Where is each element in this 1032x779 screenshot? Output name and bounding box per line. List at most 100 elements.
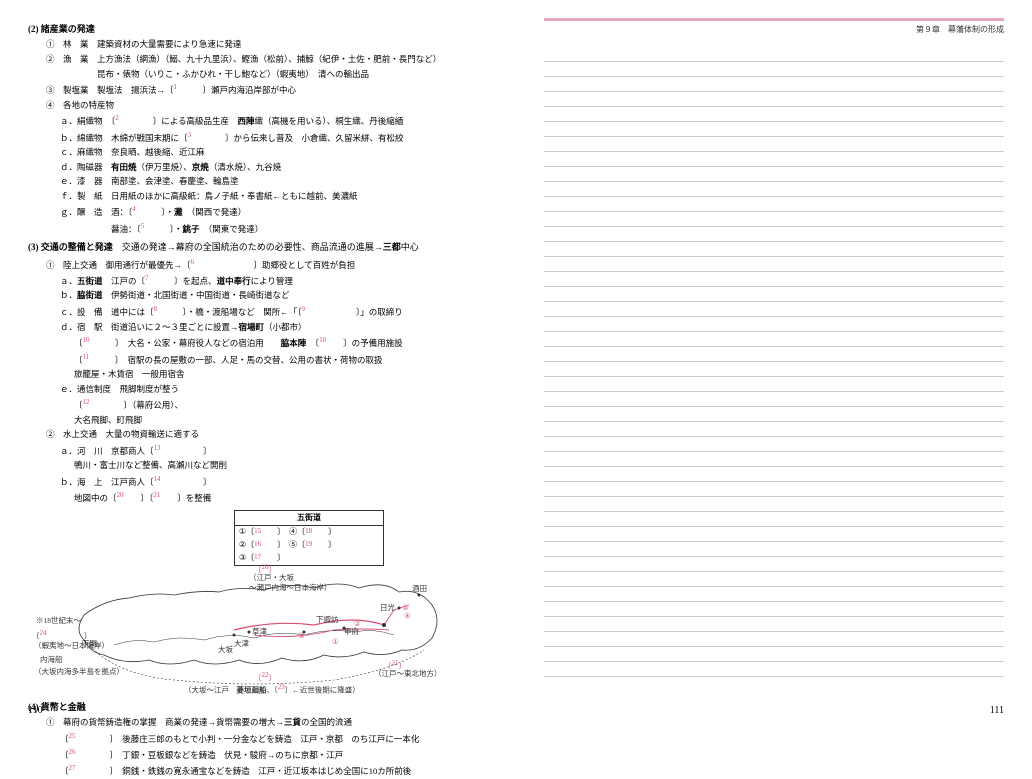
side-text: （蝦夷地～日本海岸）	[34, 640, 109, 652]
table-row: ①〔15 〕 ④〔18 〕	[235, 526, 383, 539]
note-line	[544, 332, 1004, 347]
note-line	[544, 617, 1004, 632]
content: (2) 諸産業の発達 ① 林 業 建築資材の大量需要により急速に発達 ② 漁 業…	[28, 22, 488, 779]
japan-map: 五街道 ①〔15 〕 ④〔18 〕 ②〔16 〕 ⑤〔19 〕 ③〔17 〕 〔…	[54, 510, 488, 696]
side-text: 内海船	[40, 654, 63, 666]
note-line	[544, 407, 1004, 422]
section-2-title: (2) 諸産業の発達	[28, 22, 488, 36]
line: ｃ．設 備 道中には〔8 〕・橋・渡船場など 関所←「〔9 〕」の取締り	[60, 304, 488, 319]
header-bar	[544, 18, 1004, 21]
note-line	[544, 362, 1004, 377]
map-label: 〜瀬戸内海〜日本海岸）	[249, 582, 332, 594]
note-line	[544, 512, 1004, 527]
note-line	[544, 62, 1004, 77]
line: ③ 製塩業 製塩法 揚浜法→〔1 〕瀬戸内海沿岸部が中心	[46, 82, 488, 97]
line: ② 漁 業 上方漁法（網漁）（鰯、九十九里浜）、鰹漁（松前）、捕鯨（紀伊・土佐・…	[46, 53, 488, 67]
line: ｃ．麻織物 奈良晒、越後縮、近江麻	[60, 146, 488, 160]
line: ｇ．醸 造 酒：〔4 〕・灘 （関西で発達）	[60, 204, 488, 219]
line: ｂ．綿織物 木綿が戦国末期に〔3 〕から伝来し普及 小倉織、久留米絣、有松絞	[60, 130, 488, 145]
line: ｂ．海 上 江戸商人〔14 〕	[60, 474, 488, 489]
note-line	[544, 122, 1004, 137]
map-label: （江戸〜東北地方）	[374, 668, 442, 680]
note-line	[544, 392, 1004, 407]
note-line	[544, 107, 1004, 122]
section-4-title: (4) 貨幣と金融	[28, 700, 488, 714]
note-line	[544, 377, 1004, 392]
line: 〔10 〕 大名・公家・幕府役人などの宿泊用 脇本陣 〔10 〕の予備用施設	[74, 335, 488, 350]
page-right: 第９章 幕藩体制の形成	[516, 0, 1032, 729]
note-line	[544, 137, 1004, 152]
line: ａ．五街道 江戸の〔7 〕を起点、道中奉行により管理	[60, 273, 488, 288]
map-label: 草津	[252, 626, 267, 638]
line: ④ 各地の特産物	[46, 99, 488, 113]
map-label: 下諏訪	[316, 614, 339, 626]
note-line	[544, 497, 1004, 512]
note-line	[544, 602, 1004, 617]
note-line	[544, 272, 1004, 287]
note-line	[544, 242, 1004, 257]
line: 昆布・俵物（いりこ・ふかひれ・干し鮑など）（蝦夷地） 清への輸出品	[46, 68, 488, 82]
note-line	[544, 77, 1004, 92]
note-line	[544, 182, 1004, 197]
note-line	[544, 167, 1004, 182]
map-label: （大坂〜江戸 菱垣廻船、〔23〕←近世後期に隆盛）	[184, 682, 360, 697]
note-line	[544, 587, 1004, 602]
line: ｄ．宿 駅 街道沿いに２～３里ごとに設置→宿場町（小都市）	[60, 321, 488, 335]
note-line	[544, 467, 1004, 482]
note-line	[544, 647, 1004, 662]
note-line	[544, 227, 1004, 242]
line: ａ．絹織物 〔2 〕による高級品生産 西陣織（高機を用いる）、桐生織、丹後縮緬	[60, 113, 488, 128]
line: ｅ．漆 器 南部塗、会津塗、春慶塗、輪島塗	[60, 175, 488, 189]
line: ① 陸上交通 御用通行が最優先→〔6 〕助郷役として百姓が負担	[46, 257, 488, 272]
map-label: 大津	[234, 638, 249, 650]
note-line	[544, 527, 1004, 542]
map-label: 大坂	[218, 644, 233, 656]
line: ① 幕府の貨幣鋳造権の掌握 商業の発達→貨幣需要の増大→三貨の全国的流通	[46, 716, 488, 730]
note-lines	[544, 47, 1004, 677]
line: 〔25 〕 後藤庄三郎のもとで小判・一分金などを鋳造 江戸・京都 のち江戸に一本…	[60, 731, 488, 746]
note-line	[544, 542, 1004, 557]
line: ａ．河 川 京都商人〔13 〕	[60, 443, 488, 458]
note-line	[544, 437, 1004, 452]
note-line	[544, 482, 1004, 497]
map-label: ③	[298, 630, 305, 642]
line: ｅ．通信制度 飛脚制度が整う	[60, 383, 488, 397]
note-line	[544, 257, 1004, 272]
line: 〔11 〕 宿駅の長の屋敷の一部、人足・馬の交替、公用の書状・荷物の取扱	[74, 352, 488, 367]
line: 地図中の〔20 〕〔21 〕を整備	[74, 490, 488, 505]
note-line	[544, 317, 1004, 332]
note-line	[544, 662, 1004, 677]
table-header: 五街道	[235, 511, 383, 527]
note-line	[544, 422, 1004, 437]
side-text: ※18世紀末～	[36, 615, 146, 627]
note-line	[544, 557, 1004, 572]
page-left: (2) 諸産業の発達 ① 林 業 建築資材の大量需要により急速に発達 ② 漁 業…	[0, 0, 516, 729]
note-line	[544, 152, 1004, 167]
table-row: ②〔16 〕 ⑤〔19 〕	[235, 539, 383, 552]
section-3-title: (3) 交通の整備と発達 交通の発達→幕府の全国統治のための必要性、商品流通の進…	[28, 240, 488, 254]
line: ① 林 業 建築資材の大量需要により急速に発達	[46, 38, 488, 52]
line: ｂ．脇街道 伊勢街道・北国街道・中国街道・長崎街道など	[60, 289, 488, 303]
note-line	[544, 92, 1004, 107]
page-number-left: 110	[28, 703, 43, 719]
line: ｄ．陶磁器 有田焼（伊万里焼）、京焼（清水焼）、九谷焼	[60, 161, 488, 175]
note-line	[544, 212, 1004, 227]
map-label: 日光	[380, 602, 395, 614]
line: 〔26 〕 丁銀・豆板銀などを鋳造 伏見・駿府→のちに京都・江戸	[60, 747, 488, 762]
line: 旅籠屋・木賃宿 一般用宿舎	[74, 368, 488, 382]
note-line	[544, 47, 1004, 62]
page-number-right: 111	[990, 703, 1004, 719]
map-label: 甲府	[344, 626, 359, 638]
note-line	[544, 452, 1004, 467]
gokaido-table: 五街道 ①〔15 〕 ④〔18 〕 ②〔16 〕 ⑤〔19 〕 ③〔17 〕	[234, 510, 384, 566]
line: 〔12 〕（幕府公用）、	[74, 397, 488, 412]
line: 〔27 〕 銅銭・鉄銭の寛永通宝などを鋳造 江戸・近江坂本はじめ全国に10カ所前…	[60, 763, 488, 778]
note-line	[544, 632, 1004, 647]
map-label: ①	[332, 636, 339, 648]
note-line	[544, 197, 1004, 212]
line: ｆ．製 紙 日用紙のほかに高級紙：鳥ノ子紙・奉書紙←ともに越前、美濃紙	[60, 190, 488, 204]
line: 鴨川・富士川など整備、高瀬川など開削	[74, 459, 488, 473]
line: ② 水上交通 大量の物資輸送に適する	[46, 428, 488, 442]
side-text: （大坂内海多半島を拠点）	[34, 666, 124, 678]
note-line	[544, 347, 1004, 362]
